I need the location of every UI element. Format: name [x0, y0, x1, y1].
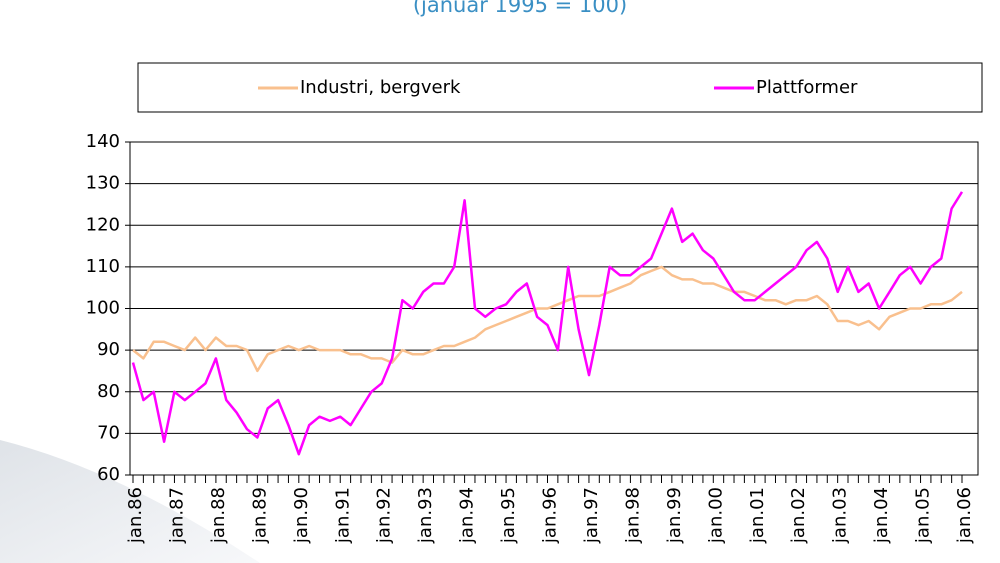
y-tick-label: 80	[97, 381, 120, 402]
x-tick-label: jan.03	[830, 487, 851, 544]
x-tick-label: jan.06	[954, 487, 975, 544]
x-tick-label: jan.92	[374, 487, 395, 544]
x-tick-label: jan.88	[208, 487, 229, 544]
x-tick-label: jan.87	[166, 487, 187, 544]
x-tick-label: jan.94	[457, 487, 478, 544]
y-tick-label: 140	[86, 131, 120, 152]
x-tick-label: jan.99	[664, 487, 685, 544]
x-tick-label: jan.90	[291, 487, 312, 544]
y-tick-label: 110	[86, 256, 120, 277]
x-tick-label: jan.01	[747, 487, 768, 544]
chart-subtitle: (januar 1995 = 100)	[413, 0, 627, 17]
x-tick-label: jan.97	[581, 487, 602, 544]
line-series	[132, 265, 963, 373]
x-tick-label: jan.04	[871, 487, 892, 544]
x-tick-label: jan.00	[705, 487, 726, 544]
legend-label: Plattformer	[756, 77, 858, 98]
y-tick-label: 120	[86, 214, 120, 235]
x-tick-label: jan.93	[415, 487, 436, 544]
x-tick-label: jan.02	[788, 487, 809, 544]
y-tick-label: 70	[97, 422, 120, 443]
decoration	[0, 440, 260, 563]
x-tick-label: jan.91	[332, 487, 353, 544]
x-tick-label: jan.05	[913, 487, 934, 544]
x-tick-label: jan.95	[498, 487, 519, 544]
x-tick-label: jan.89	[249, 487, 270, 544]
x-tick-label: jan.96	[540, 487, 561, 544]
x-tick-label: jan.86	[125, 487, 146, 544]
y-tick-label: 100	[86, 298, 120, 319]
legend-label: Industri, bergverk	[300, 77, 461, 98]
y-tick-label: 60	[97, 464, 120, 485]
y-tick-label: 90	[97, 339, 120, 360]
line-series	[131, 191, 964, 456]
x-tick-label: jan.98	[622, 487, 643, 544]
y-tick-label: 130	[86, 173, 120, 194]
